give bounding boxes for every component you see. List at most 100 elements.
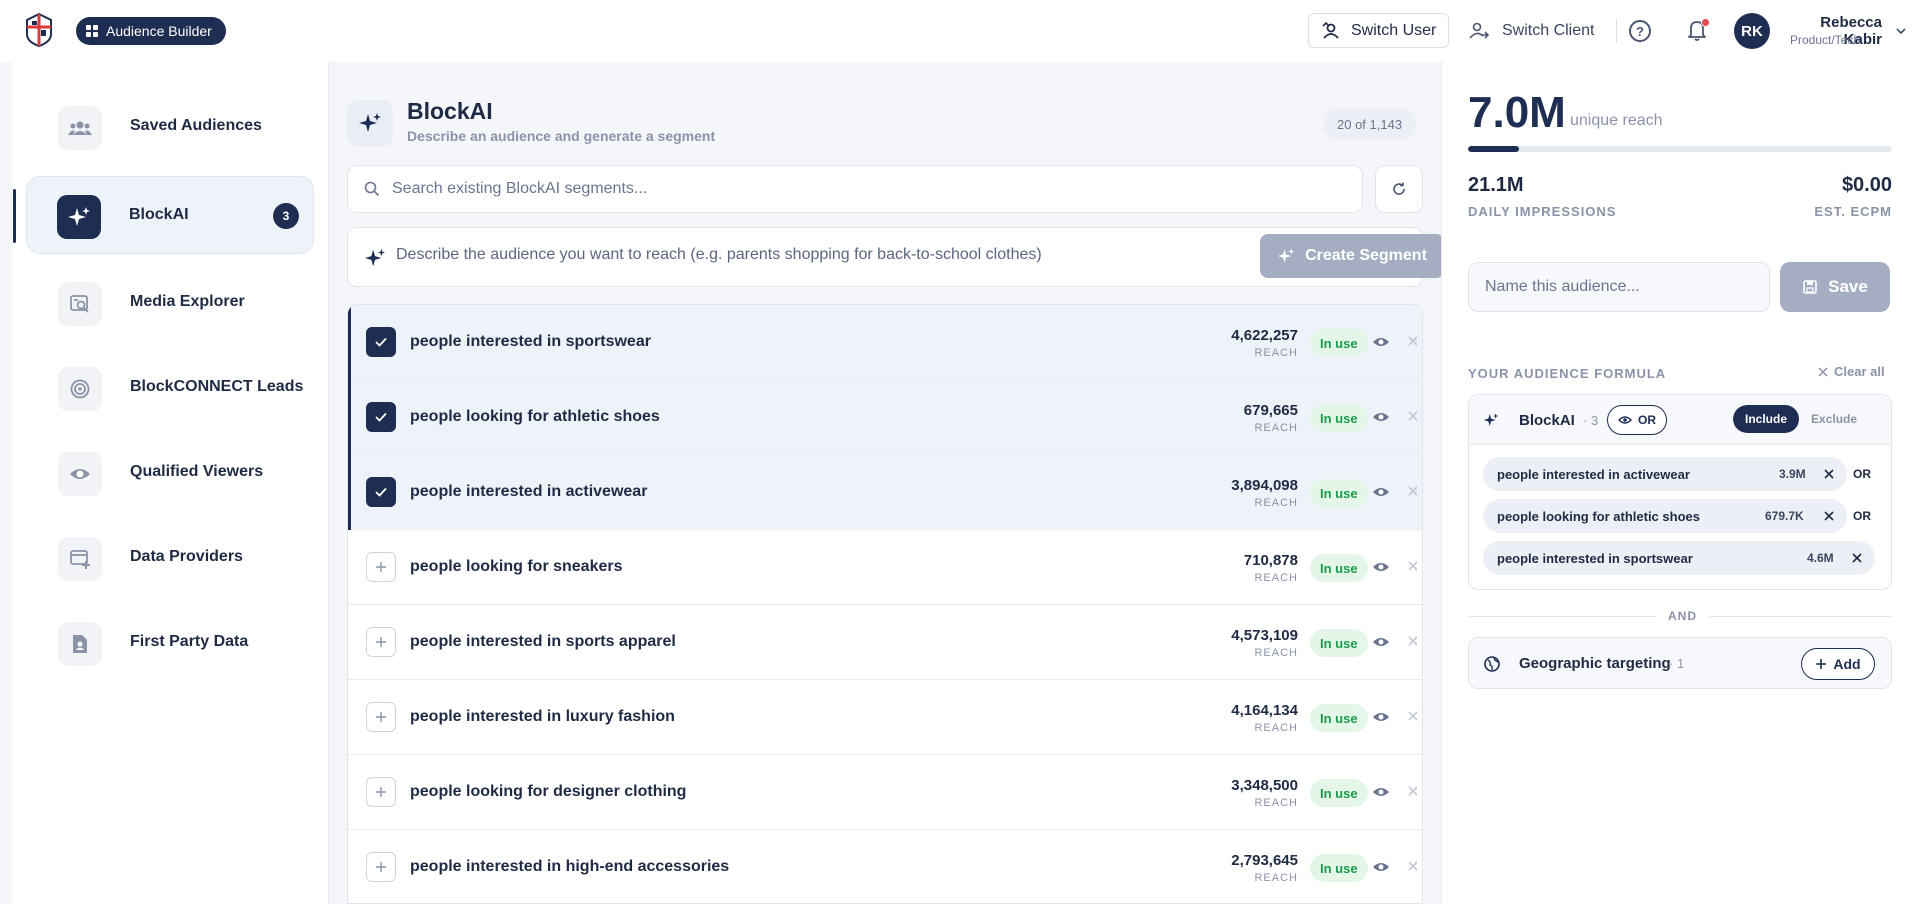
exclude-option[interactable]: Exclude xyxy=(1811,412,1858,426)
or-joiner: OR xyxy=(1853,509,1871,523)
eye-icon[interactable] xyxy=(1372,634,1390,650)
search-input[interactable] xyxy=(392,180,1292,198)
table-row[interactable]: people interested in high-end accessorie… xyxy=(348,830,1422,903)
user-name[interactable]: Rebecca Kabir xyxy=(1820,14,1882,48)
reach-value: 2,793,645 xyxy=(1231,852,1298,869)
add-checkbox[interactable] xyxy=(366,702,396,732)
chevron-down-icon[interactable] xyxy=(1894,24,1908,38)
add-checkbox[interactable] xyxy=(366,777,396,807)
table-row[interactable]: people looking for designer clothing 3,3… xyxy=(348,755,1422,830)
users-icon xyxy=(58,106,102,150)
eye-icon[interactable] xyxy=(1372,784,1390,800)
or-toggle[interactable]: OR xyxy=(1607,405,1667,435)
table-row[interactable]: people interested in sportswear 4,622,25… xyxy=(348,305,1422,380)
checkbox[interactable] xyxy=(366,327,396,357)
switch-user-icon xyxy=(1322,21,1339,39)
close-icon[interactable] xyxy=(1406,559,1420,573)
switch-client-button[interactable]: Switch Client xyxy=(1468,13,1594,48)
table-row[interactable]: people interested in activewear 3,894,09… xyxy=(348,455,1422,530)
page-subtitle: Describe an audience and generate a segm… xyxy=(407,128,716,144)
sidebar-item-blockai[interactable]: BlockAI 3 xyxy=(13,176,314,254)
app-switcher-pill[interactable]: Audience Builder xyxy=(76,17,226,45)
help-icon[interactable]: ? xyxy=(1629,20,1651,42)
sparkle-icon xyxy=(57,195,101,239)
formula-chip: people looking for athletic shoes 679.7K xyxy=(1483,499,1847,533)
close-icon[interactable] xyxy=(1406,709,1420,723)
sparkle-icon xyxy=(364,248,386,267)
plus-icon xyxy=(376,712,386,722)
est-ecpm-label: EST. ECPM xyxy=(1814,204,1892,219)
audience-name-input[interactable] xyxy=(1468,262,1770,312)
segment-label: people interested in activewear xyxy=(410,483,648,500)
include-option[interactable]: Include xyxy=(1733,405,1800,433)
prompt-input[interactable] xyxy=(396,246,1256,264)
close-icon[interactable] xyxy=(1823,468,1835,480)
add-checkbox[interactable] xyxy=(366,627,396,657)
checkbox[interactable] xyxy=(366,402,396,432)
results-count: 20 of 1,143 xyxy=(1323,107,1417,141)
close-icon[interactable] xyxy=(1406,784,1420,798)
bell-icon xyxy=(1688,21,1706,41)
eye-icon[interactable] xyxy=(1372,559,1390,575)
user-org: Product/Tech xyxy=(1789,33,1861,47)
divider xyxy=(1616,19,1617,43)
or-label: OR xyxy=(1638,413,1656,427)
sidebar-item-first-party-data[interactable]: First Party Data xyxy=(26,604,314,682)
table-row[interactable]: people interested in sports apparel 4,57… xyxy=(348,605,1422,680)
sidebar-item-qualified-viewers[interactable]: Qualified Viewers xyxy=(26,434,314,512)
table-row[interactable]: people looking for athletic shoes 679,66… xyxy=(348,380,1422,455)
avatar[interactable]: RK xyxy=(1734,13,1770,49)
notifications-button[interactable] xyxy=(1686,18,1710,44)
add-checkbox[interactable] xyxy=(366,552,396,582)
logo-icon[interactable] xyxy=(24,12,54,48)
sidebar-item-data-providers[interactable]: Data Providers xyxy=(26,519,314,597)
refresh-button[interactable] xyxy=(1375,165,1423,213)
reach-value: 3,894,098 xyxy=(1231,477,1298,494)
check-icon xyxy=(375,487,387,497)
close-icon[interactable] xyxy=(1406,409,1420,423)
close-icon[interactable] xyxy=(1406,334,1420,348)
switch-user-button[interactable]: Switch User xyxy=(1308,13,1450,48)
add-checkbox[interactable] xyxy=(366,852,396,882)
sidebar-item-blockconnect-leads[interactable]: BlockCONNECT Leads xyxy=(26,349,314,427)
plus-icon xyxy=(376,637,386,647)
sidebar-item-saved-audiences[interactable]: Saved Audiences xyxy=(26,88,314,166)
create-segment-button[interactable]: Create Segment xyxy=(1260,234,1444,278)
close-icon[interactable] xyxy=(1851,552,1863,564)
close-icon[interactable] xyxy=(1406,484,1420,498)
add-geo-button[interactable]: Add xyxy=(1801,648,1875,680)
close-icon[interactable] xyxy=(1406,859,1420,873)
audience-summary-panel: 7.0M unique reach 21.1M DAILY IMPRESSION… xyxy=(1441,62,1920,904)
grid-icon xyxy=(86,25,98,37)
save-button[interactable]: Save xyxy=(1780,262,1890,312)
eye-icon[interactable] xyxy=(1372,334,1390,350)
sparkle-icon xyxy=(347,100,393,146)
clear-all-button[interactable]: Clear all xyxy=(1818,364,1885,379)
status-badge: In use xyxy=(1310,404,1368,432)
sidebar-item-media-explorer[interactable]: Media Explorer xyxy=(26,264,314,342)
eye-icon[interactable] xyxy=(1372,484,1390,500)
eye-icon[interactable] xyxy=(1372,709,1390,725)
close-icon[interactable] xyxy=(1406,634,1420,648)
table-row[interactable]: people interested in luxury fashion 4,16… xyxy=(348,680,1422,755)
reach-value: 679,665 xyxy=(1243,402,1298,419)
plus-icon xyxy=(376,787,386,797)
eye-icon[interactable] xyxy=(1372,859,1390,875)
app-pill-label: Audience Builder xyxy=(106,23,212,39)
chip-value: 3.9M xyxy=(1779,467,1806,481)
chip-value: 679.7K xyxy=(1765,509,1804,523)
switch-client-label: Switch Client xyxy=(1502,21,1595,39)
table-row[interactable]: people looking for sneakers 710,878 REAC… xyxy=(348,530,1422,605)
include-exclude-toggle: Include Exclude xyxy=(1733,405,1869,433)
eye-icon[interactable] xyxy=(1372,409,1390,425)
close-icon[interactable] xyxy=(1823,510,1835,522)
reach-progress-fill xyxy=(1468,146,1519,152)
checkbox[interactable] xyxy=(366,477,396,507)
reach-value: 3,348,500 xyxy=(1231,777,1298,794)
reach-label: REACH xyxy=(1254,572,1298,584)
reach-label: REACH xyxy=(1254,347,1298,359)
status-badge: In use xyxy=(1310,329,1368,357)
group-count: · 3 xyxy=(1583,413,1599,428)
geo-title: Geographic targeting xyxy=(1519,655,1671,672)
media-search-icon xyxy=(58,282,102,326)
